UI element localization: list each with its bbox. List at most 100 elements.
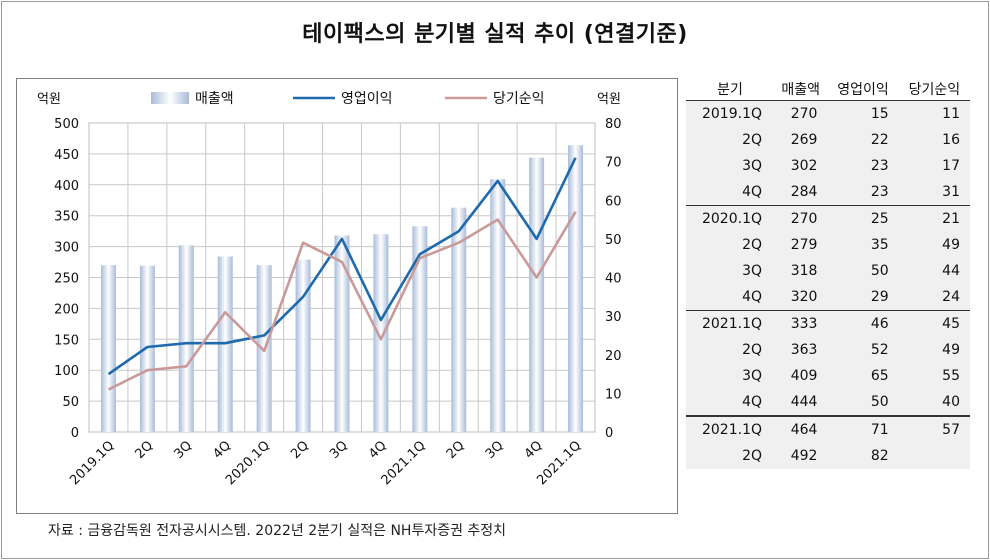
table-cell: 270 — [774, 205, 828, 232]
legend-label: 당기순익 — [493, 91, 545, 107]
table-cell: 3Q — [686, 258, 774, 284]
x-tick-label: 2Q — [133, 438, 157, 462]
table-cell: 4Q — [686, 389, 774, 417]
left-tick-label: 0 — [71, 426, 79, 441]
bar — [412, 226, 428, 432]
left-tick-label: 150 — [54, 333, 79, 348]
x-tick-label: 2Q — [444, 438, 468, 462]
left-tick-label: 350 — [54, 210, 79, 225]
table-cell: 50 — [827, 389, 899, 417]
bar — [139, 265, 155, 432]
table-row: 2021.1Q 464 71 57 — [686, 416, 970, 443]
table-cell: 17 — [898, 153, 970, 179]
table-cell: 464 — [774, 416, 828, 443]
table-cell: 320 — [774, 284, 828, 311]
table-row: 4Q 320 29 24 — [686, 284, 970, 311]
table-cell: 279 — [774, 232, 828, 258]
table-cell: 444 — [774, 389, 828, 417]
bar — [100, 265, 116, 432]
left-unit-label: 억원 — [37, 92, 61, 107]
left-tick-label: 200 — [54, 302, 79, 317]
combo-chart: 0 50 100 150 200 250 300 350 400 450 500 0 10 20 30 40 5… — [37, 91, 622, 488]
table-cell: 49 — [898, 232, 970, 258]
source-note: 자료 : 금융감독원 전자공시시스템. 2022년 2분기 실적은 NH투자증권… — [48, 523, 507, 539]
bar — [490, 179, 506, 432]
left-tick-label: 50 — [62, 395, 79, 410]
table-cell: 2Q — [686, 232, 774, 258]
table-cell: 21 — [898, 205, 970, 232]
table-cell: 3Q — [686, 363, 774, 389]
bar — [568, 145, 584, 433]
right-tick-label: 80 — [605, 117, 622, 132]
data-table: 분기 매출액 영업이익 당기순익 2019.1Q 270 15 11 2Q 269 22 16… — [686, 78, 970, 469]
table-header-cell: 당기순익 — [898, 78, 970, 101]
left-tick-label: 250 — [54, 272, 79, 287]
table-cell: 55 — [898, 363, 970, 389]
table-cell: 363 — [774, 337, 828, 363]
table-cell — [898, 443, 970, 469]
table-cell: 82 — [827, 443, 899, 469]
table-cell: 49 — [898, 337, 970, 363]
bar — [529, 157, 545, 432]
right-tick-label: 20 — [605, 349, 622, 364]
table-cell: 2020.1Q — [686, 205, 774, 232]
table-cell: 2021.1Q — [686, 310, 774, 337]
table-cell: 44 — [898, 258, 970, 284]
legend-label: 영업이익 — [341, 91, 393, 107]
table-cell: 24 — [898, 284, 970, 311]
table-cell: 23 — [827, 179, 899, 206]
table-row: 3Q 318 50 44 — [686, 258, 970, 284]
table-header-cell: 매출액 — [774, 78, 828, 101]
table-cell: 11 — [898, 100, 970, 127]
bar — [178, 245, 194, 432]
chart-area: 0 50 100 150 200 250 300 350 400 450 500 0 10 20 30 40 5… — [16, 78, 678, 514]
chart-title: 테이팩스의 분기별 실적 추이 (연결기준) — [302, 22, 688, 47]
table-row: 3Q 302 23 17 — [686, 153, 970, 179]
table-cell: 269 — [774, 127, 828, 153]
table-cell: 333 — [774, 310, 828, 337]
table-cell: 57 — [898, 416, 970, 443]
x-tick-label: 4Q — [522, 438, 546, 462]
right-tick-label: 40 — [605, 272, 622, 287]
table-cell: 25 — [827, 205, 899, 232]
table-row: 3Q 409 65 55 — [686, 363, 970, 389]
left-tick-label: 500 — [54, 117, 79, 132]
bar — [334, 235, 350, 432]
left-tick-label: 100 — [54, 364, 79, 379]
right-tick-label: 60 — [605, 194, 622, 209]
table-cell: 3Q — [686, 153, 774, 179]
table-cell: 2Q — [686, 127, 774, 153]
table-cell: 35 — [827, 232, 899, 258]
table-cell: 15 — [827, 100, 899, 127]
table-cell: 2019.1Q — [686, 100, 774, 127]
right-tick-label: 50 — [605, 233, 622, 248]
left-tick-label: 300 — [54, 241, 79, 256]
table-cell: 22 — [827, 127, 899, 153]
table-cell: 2021.1Q — [686, 416, 774, 443]
table-header-cell: 영업이익 — [827, 78, 899, 101]
x-tick-label: 2Q — [288, 438, 312, 462]
table-cell: 46 — [827, 310, 899, 337]
table-cell: 492 — [774, 443, 828, 469]
table-cell: 50 — [827, 258, 899, 284]
table-cell: 2Q — [686, 443, 774, 469]
table-cell: 16 — [898, 127, 970, 153]
table-cell: 45 — [898, 310, 970, 337]
table-cell: 29 — [827, 284, 899, 311]
right-tick-label: 0 — [605, 426, 613, 441]
x-tick-label: 3Q — [171, 438, 195, 462]
left-tick-label: 450 — [54, 148, 79, 163]
bar — [373, 234, 389, 432]
right-tick-label: 10 — [605, 387, 622, 402]
table-row: 4Q 444 50 40 — [686, 389, 970, 417]
table-cell: 31 — [898, 179, 970, 206]
series-line — [107, 211, 577, 391]
table-cell: 40 — [898, 389, 970, 417]
right-tick-label: 30 — [605, 310, 622, 325]
table-cell: 302 — [774, 153, 828, 179]
table-cell: 318 — [774, 258, 828, 284]
table-cell: 4Q — [686, 284, 774, 311]
table-row: 2Q 492 82 — [686, 443, 970, 469]
x-tick-label: 4Q — [366, 438, 390, 462]
table-cell: 71 — [827, 416, 899, 443]
